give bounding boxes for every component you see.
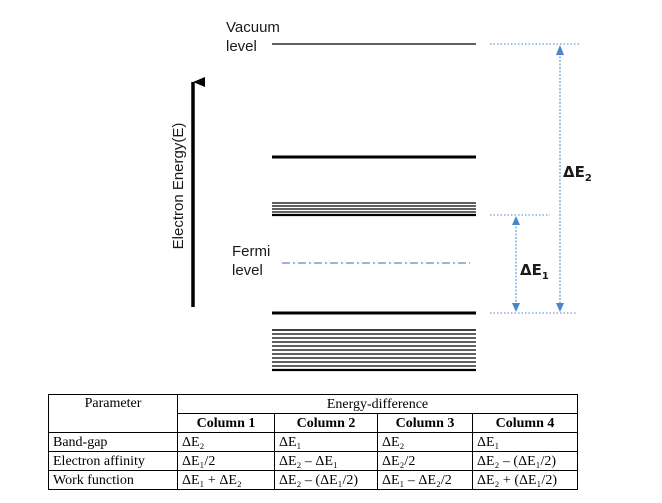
- table-cell: ΔE₁ + ΔE₂: [177, 470, 275, 490]
- column-1-header: Column 1: [177, 413, 275, 433]
- delta-e2-label: ΔE2: [563, 163, 592, 184]
- table-cell: ΔE₂: [177, 432, 275, 452]
- energy-difference-header: Energy-difference: [177, 394, 578, 414]
- energy-axis-label: Electron Energy(E): [170, 123, 187, 250]
- table-row-band-gap: Band-gap ΔE₂ ΔE₁ ΔE₂ ΔE₁: [48, 432, 578, 452]
- table-cell: ΔE₁ – ΔE₂/2: [377, 470, 473, 490]
- energy-level-diagram: Electron Energy(E) Vacuum level Fermi le…: [170, 19, 592, 372]
- table-cell: ΔE₂ + (ΔE₁/2): [472, 470, 578, 490]
- guide-lines: [490, 43, 580, 314]
- parameter-header: Parameter: [48, 394, 178, 433]
- column-4-header: Column 4: [472, 413, 578, 433]
- column-3-header: Column 3: [377, 413, 473, 433]
- table-column-header-row: Column 1 Column 2 Column 3 Column 4: [49, 413, 578, 433]
- column-2-header: Column 2: [274, 413, 378, 433]
- vacuum-label-line1: Vacuum: [226, 19, 280, 36]
- delta-e2-arrow: [556, 45, 564, 312]
- conduction-band: [272, 155, 476, 217]
- table-cell: ΔE₁: [274, 432, 378, 452]
- fermi-label-line2: level: [232, 262, 263, 279]
- table-cell: ΔE₂/2: [377, 451, 473, 471]
- energy-difference-table: Parameter Energy-difference Column 1 Col…: [48, 394, 578, 490]
- row-parameter: Band-gap: [48, 432, 178, 452]
- table-cell: ΔE₂ – (ΔE₁/2): [274, 470, 378, 490]
- table-cell: ΔE₂ – (ΔE₁/2): [472, 451, 578, 471]
- table-cell: ΔE₁/2: [177, 451, 275, 471]
- row-parameter: Work function: [48, 470, 178, 490]
- delta-e1-label: ΔE1: [520, 261, 549, 282]
- row-parameter: Electron affinity: [48, 451, 178, 471]
- table-row-work-function: Work function ΔE₁ + ΔE₂ ΔE₂ – (ΔE₁/2) ΔE…: [48, 470, 578, 490]
- table-header-row: Parameter Energy-difference: [48, 394, 578, 433]
- table-cell: ΔE₁: [472, 432, 578, 452]
- delta-e1-arrow: [512, 216, 520, 312]
- table-cell: ΔE₂ – ΔE₁: [274, 451, 378, 471]
- vacuum-label-line2: level: [226, 38, 257, 55]
- table-cell: ΔE₂: [377, 432, 473, 452]
- table-row-electron-affinity: Electron affinity ΔE₁/2 ΔE₂ – ΔE₁ ΔE₂/2 …: [48, 451, 578, 471]
- fermi-label-line1: Fermi: [232, 243, 270, 260]
- valence-band: [272, 311, 476, 372]
